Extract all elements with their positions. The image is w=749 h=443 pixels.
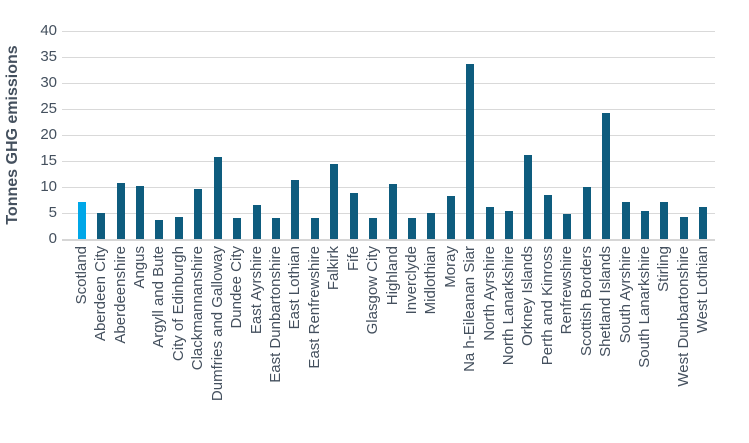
x-tick-label: East Lothian — [286, 246, 303, 330]
x-tick-label: South Ayrshire — [617, 246, 634, 344]
bar — [330, 164, 338, 239]
gridline — [62, 83, 715, 84]
x-tick-label: Moray — [442, 246, 459, 288]
y-tick-label: 25 — [40, 100, 57, 117]
bar — [389, 184, 397, 239]
x-tick-label: Aberdeen City — [92, 246, 109, 342]
bar-highlight — [78, 202, 86, 239]
x-tick-label: Renfrewshire — [558, 246, 575, 335]
y-tick-label: 15 — [40, 152, 57, 169]
bar — [563, 214, 571, 239]
x-tick-label: Fife — [345, 246, 362, 272]
x-tick-label: Midlothian — [422, 246, 439, 315]
x-tick-label: Falkirk — [325, 246, 342, 291]
x-tick-label: Clackmannanshire — [189, 246, 206, 371]
x-tick-label: Inverclyde — [403, 246, 420, 315]
gridline — [62, 213, 715, 214]
bar — [602, 113, 610, 239]
x-tick-label: South Lanarkshire — [636, 246, 653, 368]
y-tick-label: 10 — [40, 178, 57, 195]
bar — [680, 217, 688, 239]
x-tick-label: West Dunbartonshire — [675, 246, 692, 387]
x-tick-label: Perth and Kinross — [539, 246, 556, 366]
x-tick-label: East Renfrewshire — [306, 246, 323, 369]
x-tick-label: Stirling — [655, 246, 672, 292]
x-tick-label: Aberdeenshire — [112, 246, 129, 344]
gridline — [62, 31, 715, 32]
y-tick-label: 20 — [40, 126, 57, 143]
x-tick-label: West Lothian — [694, 246, 711, 334]
bar — [175, 217, 183, 239]
gridline — [62, 57, 715, 58]
bar — [427, 213, 435, 239]
bar — [311, 218, 319, 239]
y-tick-label: 40 — [40, 22, 57, 39]
bar — [350, 193, 358, 239]
x-tick-label: Argyll and Bute — [150, 246, 167, 348]
x-tick-label: Orkney Islands — [519, 246, 536, 347]
bar — [505, 211, 513, 239]
bar — [97, 213, 105, 239]
x-tick-label: Glasgow City — [364, 246, 381, 335]
x-tick-label: Dumfries and Galloway — [209, 246, 226, 402]
bar — [699, 207, 707, 239]
x-axis-line — [62, 239, 715, 241]
x-tick-label: Dundee City — [228, 246, 245, 329]
gridline — [62, 135, 715, 136]
bar — [291, 180, 299, 239]
y-tick-label: 0 — [48, 230, 57, 247]
x-tick-label: Na h-Eileanan Siar — [461, 246, 478, 372]
bar — [622, 202, 630, 239]
bar — [544, 195, 552, 239]
x-tick-label: Scottish Borders — [578, 246, 595, 357]
bar — [214, 157, 222, 239]
gridline — [62, 161, 715, 162]
bar — [660, 202, 668, 239]
x-tick-label: North Lanarkshire — [500, 246, 517, 366]
y-tick-label: 5 — [48, 204, 57, 221]
bar — [136, 186, 144, 239]
x-tick-label: North Ayrshire — [481, 246, 498, 341]
bar — [253, 205, 261, 239]
bar — [272, 218, 280, 239]
y-tick-label: 35 — [40, 48, 57, 65]
bar — [233, 218, 241, 239]
bar — [447, 196, 455, 239]
x-tick-label: City of Edinburgh — [170, 246, 187, 362]
gridline — [62, 109, 715, 110]
gridline — [62, 187, 715, 188]
bar — [486, 207, 494, 239]
x-tick-label: East Ayrshire — [248, 246, 265, 335]
x-tick-label: Angus — [131, 246, 148, 289]
bar — [194, 189, 202, 239]
bar — [369, 218, 377, 239]
bar — [524, 155, 532, 239]
y-tick-label: 30 — [40, 74, 57, 91]
bar — [117, 183, 125, 239]
bar — [583, 187, 591, 239]
bar — [155, 220, 163, 239]
x-tick-label: Shetland Islands — [597, 246, 614, 357]
x-tick-label: East Dunbartonshire — [267, 246, 284, 383]
x-tick-label: Highland — [384, 246, 401, 306]
x-tick-label: Scotland — [73, 246, 90, 305]
bar — [408, 218, 416, 239]
bar — [466, 64, 474, 239]
bar — [641, 211, 649, 239]
